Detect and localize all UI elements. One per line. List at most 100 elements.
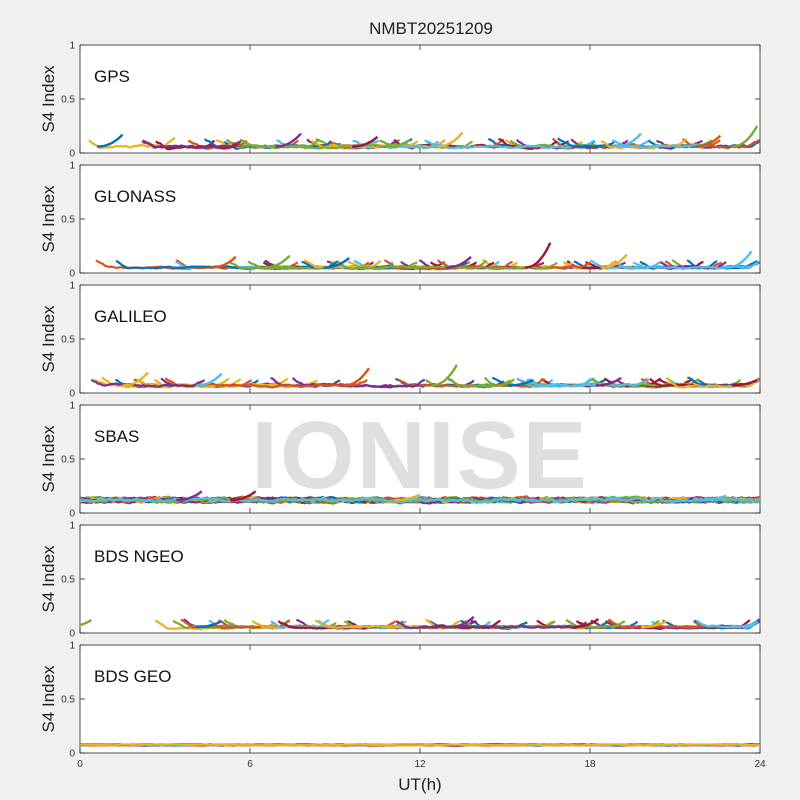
y-tick-label: 1 <box>69 641 75 652</box>
series-group <box>90 364 760 389</box>
x-tick-label: 24 <box>754 759 766 770</box>
satellite-series <box>137 377 289 389</box>
spike-series <box>731 621 758 629</box>
panel-galileo: 0 0.5 1 S4 Index GALILEO <box>39 281 761 400</box>
spike-series <box>731 378 758 387</box>
panel-bds-ngeo: 0 0.5 1 S4 Index BDS NGEO <box>39 521 761 640</box>
y-tick-label: 0 <box>69 269 75 280</box>
y-axis-label: S4 Index <box>39 65 58 133</box>
spike-series <box>122 371 149 387</box>
y-tick-label: 0.5 <box>61 695 75 706</box>
watermark: IONISE <box>251 402 588 509</box>
x-tick-label: 6 <box>247 759 253 770</box>
spike-series <box>80 618 92 627</box>
plot-area <box>79 284 761 394</box>
y-tick-label: 0.5 <box>61 215 75 226</box>
spike-series <box>437 131 464 148</box>
x-tick-label: 18 <box>584 759 596 770</box>
satellite-series <box>225 139 320 149</box>
spike-series <box>615 132 642 148</box>
y-tick-label: 0 <box>69 389 75 400</box>
spike-series <box>196 372 223 387</box>
y-tick-label: 0 <box>69 149 75 160</box>
constellation-label: GPS <box>94 67 130 86</box>
spike-series <box>230 490 257 502</box>
constellation-label: BDS NGEO <box>94 547 184 566</box>
plot-area <box>79 164 761 274</box>
constellation-label: GALILEO <box>94 307 167 326</box>
y-tick-label: 0.5 <box>61 95 75 106</box>
spike-series <box>445 255 472 269</box>
y-tick-label: 0 <box>69 629 75 640</box>
spike-series <box>264 254 291 269</box>
spike-series <box>323 256 350 269</box>
y-axis-label: S4 Index <box>39 665 58 733</box>
spike-series <box>694 134 722 148</box>
satellite-series <box>395 620 588 630</box>
panel-gps: 0 0.5 1 S4 Index GPS <box>39 41 761 160</box>
y-tick-label: 0 <box>69 749 75 760</box>
panel-bds-geo: 0 0.5 1 S4 Index BDS GEO <box>39 641 761 760</box>
plot-area <box>79 644 761 754</box>
satellite-series <box>424 139 596 150</box>
y-tick-label: 0.5 <box>61 575 75 586</box>
y-axis-label: S4 Index <box>39 425 58 493</box>
y-tick-label: 0.5 <box>61 455 75 466</box>
satellite-series <box>80 496 760 505</box>
satellite-series <box>525 378 650 388</box>
spike-series <box>343 367 370 387</box>
spike-series <box>431 364 458 387</box>
spike-series <box>97 133 124 148</box>
constellation-label: SBAS <box>94 427 139 446</box>
constellation-label: GLONASS <box>94 187 176 206</box>
series-group <box>80 742 760 747</box>
y-tick-label: 1 <box>69 281 75 292</box>
spike-series <box>394 493 421 502</box>
spike-series <box>731 125 759 148</box>
spike-series <box>595 376 622 387</box>
series-group <box>80 615 760 631</box>
y-tick-label: 1 <box>69 41 75 52</box>
series-group <box>80 490 760 505</box>
y-axis-label: S4 Index <box>39 185 58 253</box>
spike-series <box>601 253 628 269</box>
constellation-label: BDS GEO <box>94 667 171 686</box>
satellite-series <box>80 743 760 747</box>
y-tick-label: 0 <box>69 509 75 520</box>
spike-series <box>176 490 203 502</box>
satellite-series <box>142 139 241 149</box>
spike-series <box>725 250 753 269</box>
y-tick-label: 0.5 <box>61 335 75 346</box>
x-tick-label: 12 <box>414 759 426 770</box>
y-tick-label: 1 <box>69 161 75 172</box>
y-axis-label: S4 Index <box>39 545 58 613</box>
chart-title: NMBT20251209 <box>369 19 493 38</box>
spike-series <box>572 618 600 629</box>
spike-series <box>700 494 727 502</box>
spike-series <box>275 132 302 148</box>
x-axis-label: UT(h) <box>398 775 441 794</box>
x-axis: 0 6 12 18 24 <box>77 759 766 770</box>
spike-series <box>507 378 534 387</box>
satellite-series <box>446 376 512 388</box>
spike-series <box>640 620 668 629</box>
series-group <box>88 125 760 151</box>
y-tick-label: 1 <box>69 521 75 532</box>
spike-series <box>196 620 223 629</box>
spike-series <box>448 615 475 629</box>
panels: 0 0.5 1 S4 Index GPS 0 0.5 1 S4 Index GLONASS 0 0.5… <box>39 41 761 760</box>
x-tick-label: 0 <box>77 759 83 770</box>
plot-area <box>79 44 761 154</box>
satellite-series <box>696 619 759 629</box>
satellite-series <box>557 137 616 148</box>
satellite-series <box>239 138 411 150</box>
spike-series <box>352 135 379 148</box>
panel-sbas: 0 0.5 1 S4 Index SBAS <box>39 401 761 520</box>
spike-series <box>524 242 552 269</box>
series-group <box>95 242 760 271</box>
satellite-series <box>90 378 206 388</box>
spike-series <box>210 255 237 269</box>
y-tick-label: 1 <box>69 401 75 412</box>
panel-glonass: 0 0.5 1 S4 Index GLONASS <box>39 161 761 280</box>
